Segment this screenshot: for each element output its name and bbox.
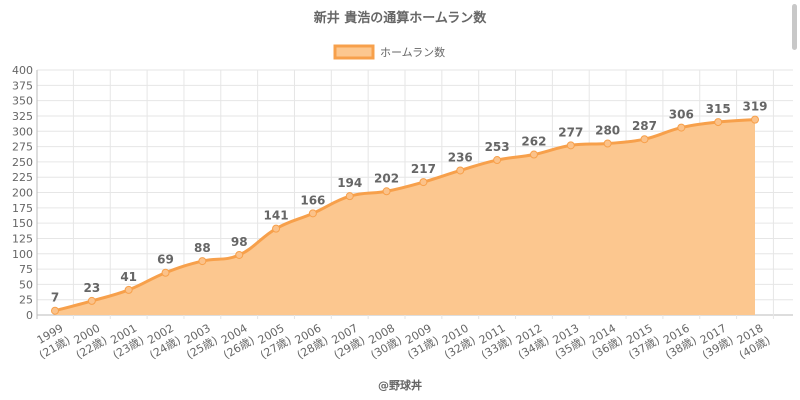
- data-label: 262: [521, 135, 546, 149]
- footer-credit: @野球丼: [378, 378, 422, 392]
- x-tick-label: 2008(30歳): [366, 322, 404, 362]
- data-point[interactable]: [677, 123, 686, 132]
- y-tick-label: 0: [26, 309, 33, 322]
- x-tick-label: 2004(26歳): [219, 322, 257, 362]
- data-point[interactable]: [751, 115, 759, 124]
- x-tick-label: 2017(39歳): [698, 322, 736, 362]
- x-tick-label: 2013(35歳): [551, 322, 589, 362]
- data-label: 236: [448, 150, 473, 164]
- legend-swatch: [333, 44, 375, 60]
- x-tick-label: 2001(23歳): [108, 322, 146, 362]
- x-tick-label: 2015(37歳): [624, 322, 662, 362]
- y-tick-label: 300: [12, 125, 33, 138]
- data-point[interactable]: [456, 166, 465, 175]
- x-tick-label: 2006(28歳): [293, 322, 331, 362]
- data-point[interactable]: [87, 296, 96, 305]
- data-label: 319: [742, 100, 767, 114]
- y-tick-label: 275: [12, 141, 33, 154]
- y-tick-label: 225: [12, 171, 33, 184]
- data-label: 98: [231, 235, 248, 249]
- data-point[interactable]: [493, 156, 502, 165]
- data-point[interactable]: [235, 250, 244, 259]
- y-tick-label: 375: [12, 79, 33, 92]
- data-point[interactable]: [198, 257, 207, 266]
- y-tick-label: 175: [12, 202, 33, 215]
- data-label: 280: [595, 124, 620, 138]
- data-point[interactable]: [529, 150, 538, 159]
- data-point[interactable]: [51, 306, 59, 315]
- data-label: 287: [632, 119, 657, 133]
- data-point[interactable]: [714, 118, 723, 127]
- data-point[interactable]: [566, 141, 575, 150]
- y-tick-label: 350: [12, 95, 33, 108]
- x-tick-label: 2003(25歳): [182, 322, 220, 362]
- x-tick-label: 2014(36歳): [587, 322, 625, 362]
- y-tick-label: 75: [19, 263, 33, 276]
- x-tick-label: 2018(40歳): [735, 322, 773, 362]
- x-tick-label: 2005(27歳): [256, 322, 294, 362]
- data-label: 141: [264, 209, 289, 223]
- y-tick-label: 400: [12, 64, 33, 77]
- data-label: 69: [157, 253, 174, 267]
- y-tick-label: 325: [12, 110, 33, 123]
- data-label: 217: [411, 162, 436, 176]
- y-tick-label: 200: [12, 187, 33, 200]
- x-tick-label: 2002(24歳): [145, 322, 183, 362]
- y-tick-label: 50: [19, 278, 33, 291]
- data-label: 315: [706, 102, 731, 116]
- x-tick-label: 1999(21歳): [35, 322, 73, 362]
- y-tick-label: 25: [19, 294, 33, 307]
- data-label: 7: [51, 291, 59, 305]
- data-label: 41: [120, 270, 137, 284]
- data-point[interactable]: [272, 224, 281, 233]
- data-label: 23: [83, 281, 100, 295]
- data-point[interactable]: [308, 209, 317, 218]
- x-tick-label: 2011(33歳): [477, 322, 515, 362]
- data-point[interactable]: [382, 187, 391, 196]
- y-tick-label: 150: [12, 217, 33, 230]
- scrollbar[interactable]: [792, 4, 797, 50]
- x-tick-label: 2010(32歳): [440, 322, 478, 362]
- y-tick-label: 100: [12, 248, 33, 261]
- x-tick-label: 2000(22歳): [72, 322, 110, 362]
- data-point[interactable]: [124, 285, 133, 294]
- data-point[interactable]: [603, 139, 612, 148]
- data-point[interactable]: [419, 178, 428, 187]
- series-area: [55, 119, 755, 315]
- data-label: 253: [485, 140, 510, 154]
- data-point[interactable]: [640, 135, 649, 144]
- y-tick-label: 250: [12, 156, 33, 169]
- data-point[interactable]: [161, 268, 170, 277]
- data-point[interactable]: [345, 192, 354, 201]
- x-tick-label: 2012(34歳): [514, 322, 552, 362]
- x-tick-label: 2009(31歳): [403, 322, 441, 362]
- data-label: 88: [194, 241, 211, 255]
- data-label: 194: [337, 176, 362, 190]
- x-tick-label: 2007(29歳): [329, 322, 367, 362]
- y-tick-label: 125: [12, 232, 33, 245]
- legend-label: ホームラン数: [380, 46, 445, 59]
- chart-title: 新井 貴浩の通算ホームラン数: [314, 10, 487, 26]
- data-label: 166: [300, 193, 325, 207]
- data-label: 202: [374, 171, 399, 185]
- legend[interactable]: ホームラン数: [333, 44, 445, 60]
- data-label: 306: [669, 108, 694, 122]
- x-tick-label: 2016(38歳): [661, 322, 699, 362]
- data-label: 277: [558, 125, 583, 139]
